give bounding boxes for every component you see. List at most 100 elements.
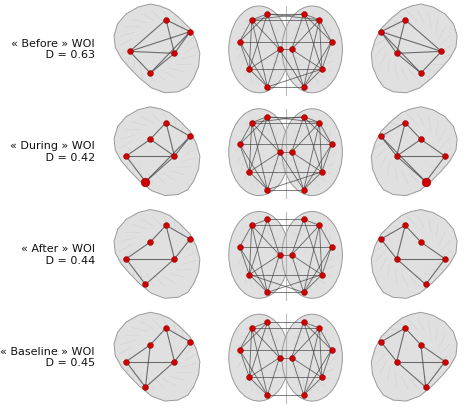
Point	[236, 244, 244, 250]
Ellipse shape	[282, 212, 342, 298]
Point	[248, 325, 255, 331]
Point	[300, 319, 308, 326]
Point	[264, 83, 271, 90]
Text: « Baseline » WOI
     D = 0.45: « Baseline » WOI D = 0.45	[0, 347, 95, 368]
Point	[186, 133, 194, 140]
Point	[393, 256, 401, 262]
Point	[288, 354, 295, 361]
Ellipse shape	[229, 6, 289, 93]
Point	[264, 392, 271, 398]
Point	[316, 119, 323, 126]
Point	[264, 289, 271, 296]
Point	[146, 136, 154, 143]
Point	[246, 374, 253, 381]
Point	[401, 16, 409, 23]
Polygon shape	[371, 312, 457, 401]
Point	[264, 113, 271, 120]
Point	[162, 222, 170, 229]
Polygon shape	[114, 210, 200, 298]
Point	[328, 346, 335, 353]
Point	[300, 186, 308, 193]
Point	[422, 384, 429, 390]
Point	[300, 113, 308, 120]
Point	[316, 222, 323, 229]
Point	[248, 16, 255, 23]
Point	[422, 281, 429, 288]
Point	[246, 271, 253, 278]
Point	[142, 281, 149, 288]
Point	[417, 239, 425, 245]
Polygon shape	[371, 210, 457, 298]
Point	[441, 153, 449, 159]
Point	[162, 119, 170, 126]
Point	[122, 358, 130, 365]
Point	[288, 252, 295, 258]
Point	[288, 149, 295, 155]
Point	[186, 28, 194, 35]
Point	[417, 136, 425, 143]
Point	[171, 358, 178, 365]
Ellipse shape	[282, 314, 342, 401]
Text: « After » WOI
     D = 0.44: « After » WOI D = 0.44	[21, 244, 95, 266]
Point	[236, 141, 244, 148]
Point	[318, 169, 326, 175]
Ellipse shape	[282, 6, 342, 93]
Polygon shape	[371, 4, 457, 93]
Point	[441, 358, 449, 365]
Point	[122, 256, 130, 262]
Point	[300, 83, 308, 90]
Point	[441, 256, 449, 262]
Point	[146, 342, 154, 348]
Point	[393, 50, 401, 57]
Point	[300, 11, 308, 17]
Point	[264, 319, 271, 326]
Point	[236, 346, 244, 353]
Point	[186, 236, 194, 242]
Point	[171, 256, 178, 262]
Point	[142, 178, 149, 185]
Point	[122, 153, 130, 159]
Point	[300, 392, 308, 398]
Point	[246, 169, 253, 175]
Ellipse shape	[229, 109, 289, 196]
Point	[401, 325, 409, 331]
Point	[264, 11, 271, 17]
Point	[318, 66, 326, 72]
Point	[276, 354, 283, 361]
Point	[328, 38, 335, 45]
Point	[417, 70, 425, 76]
Polygon shape	[371, 107, 457, 196]
Point	[276, 46, 283, 53]
Point	[417, 342, 425, 348]
Point	[264, 186, 271, 193]
Point	[318, 271, 326, 278]
Point	[377, 28, 385, 35]
Point	[438, 48, 445, 55]
Text: « During » WOI
     D = 0.42: « During » WOI D = 0.42	[10, 141, 95, 163]
Point	[422, 178, 429, 185]
Point	[171, 50, 178, 57]
Point	[246, 66, 253, 72]
Point	[248, 222, 255, 229]
Polygon shape	[114, 4, 200, 93]
Point	[126, 48, 134, 55]
Point	[318, 374, 326, 381]
Point	[288, 46, 295, 53]
Point	[236, 38, 244, 45]
Point	[328, 141, 335, 148]
Point	[377, 133, 385, 140]
Point	[171, 153, 178, 159]
Point	[328, 244, 335, 250]
Point	[162, 325, 170, 331]
Point	[142, 384, 149, 390]
Point	[393, 153, 401, 159]
Point	[248, 119, 255, 126]
Point	[162, 16, 170, 23]
Point	[186, 339, 194, 345]
Point	[146, 239, 154, 245]
Point	[276, 149, 283, 155]
Point	[401, 119, 409, 126]
Point	[401, 222, 409, 229]
Point	[300, 216, 308, 223]
Point	[146, 70, 154, 76]
